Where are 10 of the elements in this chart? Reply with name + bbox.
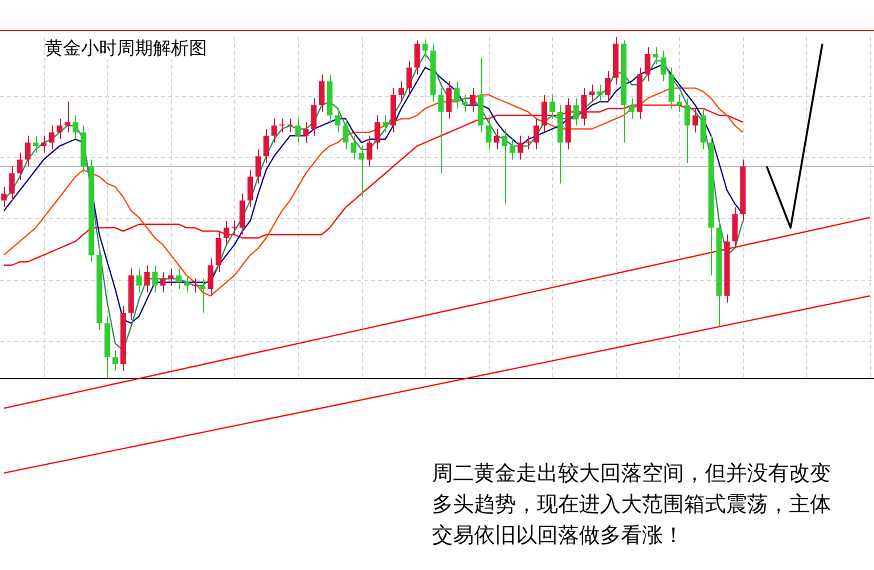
candlestick	[438, 88, 444, 174]
candlestick	[287, 118, 293, 133]
text: 周二黄金走出较大回落空间，但并没有改变多头趋势，现在进入大范围箱式震荡，主体交易依旧以回落做多看涨！	[432, 460, 832, 549]
candlestick	[724, 234, 730, 304]
candlestick	[510, 138, 516, 160]
candlestick	[72, 114, 78, 140]
chart-title: 黄金小时周期解析图	[45, 36, 207, 60]
candlestick	[430, 43, 436, 102]
candlestick	[1, 186, 7, 208]
candlestick	[652, 46, 658, 65]
